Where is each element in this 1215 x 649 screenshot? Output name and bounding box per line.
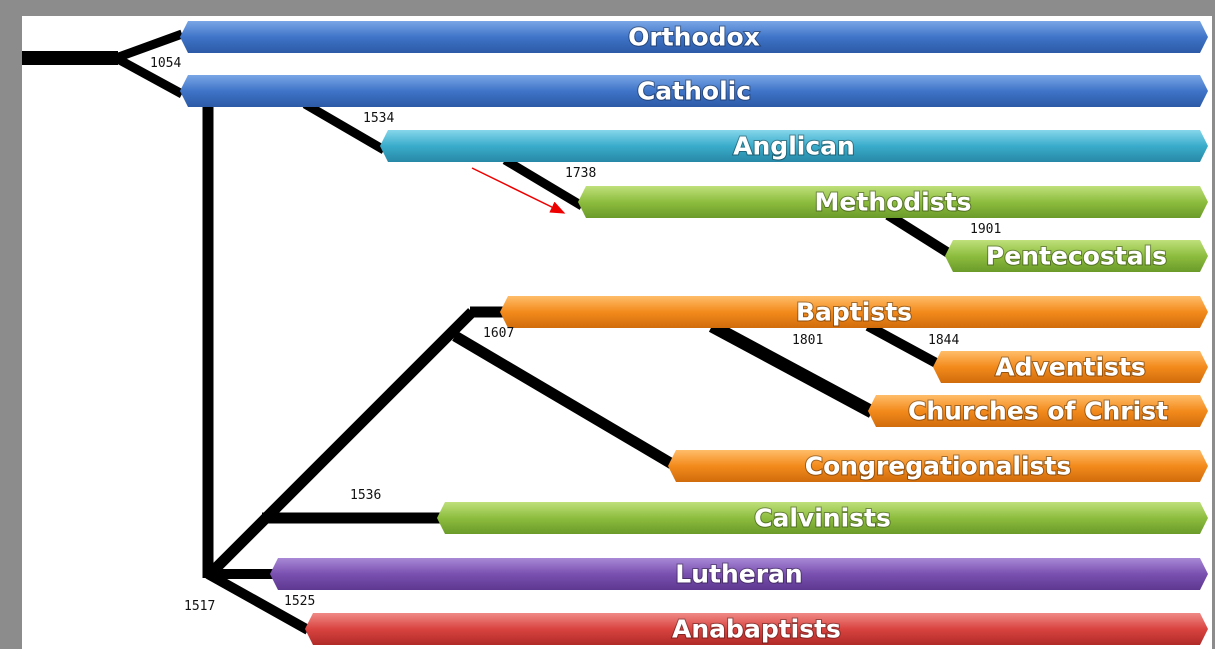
branch-label: Congregationalists	[805, 452, 1071, 481]
branch-label: Anabaptists	[672, 615, 841, 644]
branch: Methodists	[578, 186, 1208, 218]
branch-label: Calvinists	[754, 504, 891, 533]
year-label: 1901	[970, 222, 1001, 237]
year-label: 1607	[483, 326, 514, 341]
branch: Pentecostals	[945, 240, 1208, 272]
branch-label: Pentecostals	[986, 242, 1167, 271]
branch: Anglican	[380, 130, 1208, 162]
page: {"branches": [ {"label": "Orthodox"}, {"…	[0, 0, 1215, 649]
year-label: 1738	[565, 166, 596, 181]
branch-label: Adventists	[995, 353, 1146, 382]
year-label: 1844	[928, 333, 959, 348]
branch: Anabaptists	[305, 613, 1208, 645]
branch: Churches of Christ	[868, 395, 1208, 427]
branch-label: Anglican	[733, 132, 855, 161]
year-label: 1536	[350, 488, 381, 503]
year-label: 1525	[284, 594, 315, 609]
branch-label: Catholic	[637, 77, 751, 106]
year-label: 1534	[363, 111, 394, 126]
branch-label: Baptists	[796, 298, 912, 327]
branch: Lutheran	[270, 558, 1208, 590]
branch-label: Orthodox	[628, 23, 760, 52]
panel	[22, 16, 1212, 649]
branch: Adventists	[933, 351, 1208, 383]
year-label: 1054	[150, 56, 181, 71]
year-label: 1801	[792, 333, 823, 348]
year-label: 1517	[184, 599, 215, 614]
branch: Congregationalists	[668, 450, 1208, 482]
branch: Baptists	[500, 296, 1208, 328]
branch-label: Lutheran	[675, 560, 802, 589]
branch: Orthodox	[180, 21, 1208, 53]
branch-label: Churches of Christ	[908, 397, 1168, 426]
branch: Catholic	[180, 75, 1208, 107]
diagram: Orthodox Catholic Anglican Methodists Pentec…	[0, 0, 1215, 649]
branch: Calvinists	[437, 502, 1208, 534]
branch-label: Methodists	[815, 188, 972, 217]
